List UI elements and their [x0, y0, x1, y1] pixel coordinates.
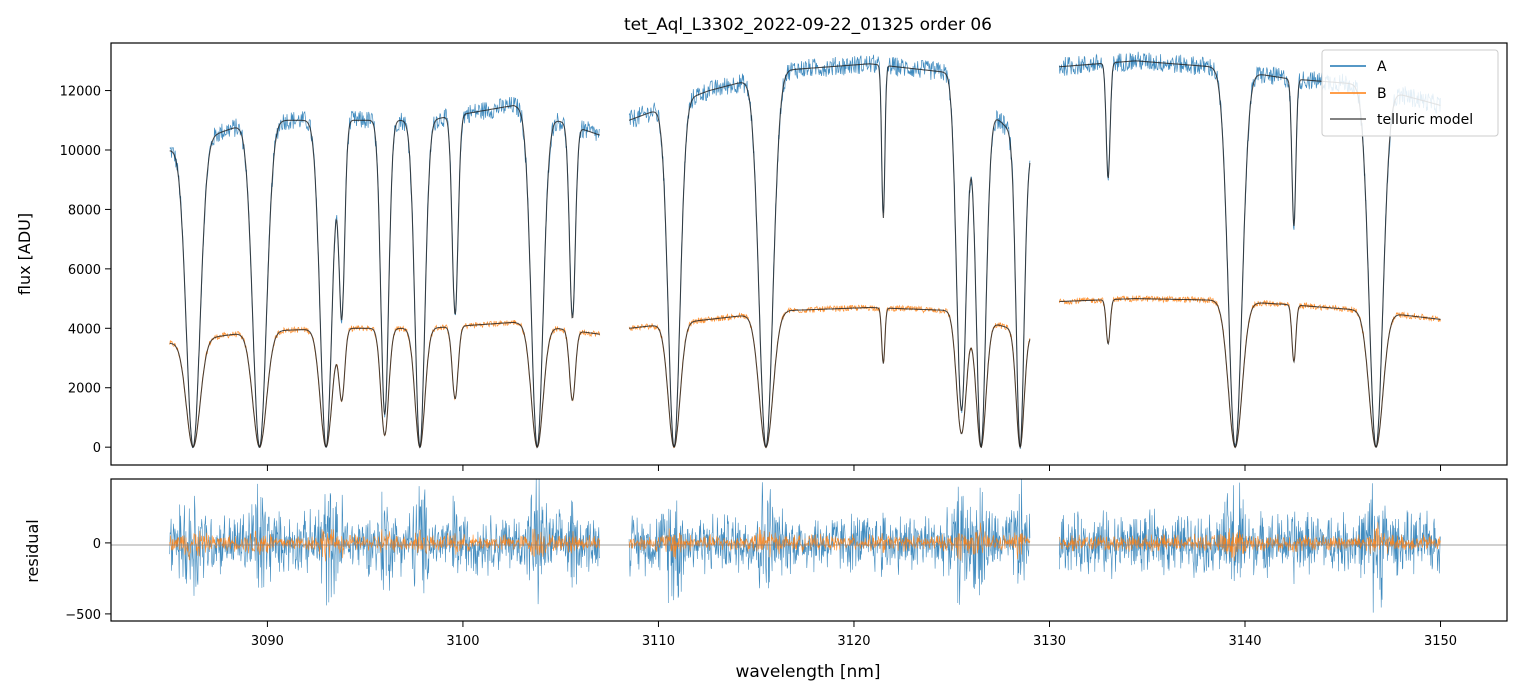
telluric-model-b-line: [629, 306, 1031, 449]
residual-x-tick-label: 3100: [446, 634, 479, 649]
main-y-tick-label: 2000: [68, 382, 101, 397]
main-x-ticks: [266, 465, 1442, 471]
residual-x-tick-label: 3150: [1424, 634, 1457, 649]
telluric-model-a-line: [628, 63, 1031, 449]
chart-title: tet_Aql_L3302_2022-09-22_01325 order 06: [624, 15, 992, 35]
residual-x-ticks: 3090 3100 3110 3120 3130 3140 3150: [251, 621, 1457, 649]
legend-label-model: telluric model: [1377, 112, 1473, 128]
legend-label-a: A: [1377, 59, 1387, 75]
main-y-tick-label: 8000: [68, 203, 101, 218]
main-y-tick-label: 4000: [68, 322, 101, 337]
legend: A B telluric model: [1321, 49, 1499, 137]
residual-x-tick-label: 3090: [251, 634, 284, 649]
residual-y-tick-label: −500: [65, 608, 101, 623]
telluric-model-b-line: [1059, 298, 1441, 448]
telluric-model-b-line: [169, 321, 600, 448]
main-y-tick-label: 6000: [68, 263, 101, 278]
main-y-axis-label: flux [ADU]: [15, 213, 34, 295]
main-y-tick-label: 12000: [60, 85, 101, 100]
residual-x-tick-label: 3110: [642, 634, 675, 649]
residual-series-group: [169, 478, 1441, 613]
residual-y-ticks: −500 0: [65, 537, 111, 623]
main-y-ticks: 0 2000 4000 6000 8000 10000 12000: [60, 85, 111, 456]
main-y-tick-label: 0: [93, 441, 101, 456]
main-panel: 0 2000 4000 6000 8000 10000 12000 flux [ADU] A…: [15, 42, 1508, 471]
residual-y-axis-label: residual: [23, 519, 42, 582]
x-axis-label: wavelength [nm]: [735, 662, 880, 682]
telluric-model-a-line: [1059, 60, 1441, 449]
residual-x-tick-label: 3120: [837, 634, 870, 649]
residual-panel: −500 0 3090 3100 3110 3120 3130 3140 3150 resid…: [23, 478, 1508, 682]
legend-frame: [1321, 49, 1499, 137]
residual-x-tick-label: 3140: [1228, 634, 1261, 649]
main-y-tick-label: 10000: [60, 144, 101, 159]
residual-y-tick-label: 0: [93, 537, 101, 552]
telluric-model-a-line: [169, 104, 600, 449]
main-series-group: [169, 51, 1441, 450]
legend-label-b: B: [1377, 86, 1387, 102]
residual-x-tick-label: 3130: [1033, 634, 1066, 649]
residual-axes-frame: [110, 478, 1508, 622]
main-axes-frame: [110, 42, 1508, 466]
